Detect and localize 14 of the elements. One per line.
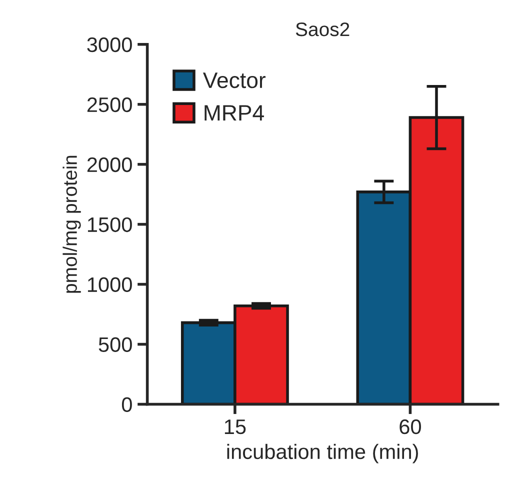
x-tick-label: 60 — [400, 419, 421, 434]
y-tick-label: 2000 — [87, 157, 132, 172]
y-tick-label: 1500 — [88, 217, 132, 232]
y-tick-label: 1000 — [88, 277, 132, 292]
y-tick-label: 500 — [98, 337, 132, 352]
x-tick-label: 15 — [224, 420, 246, 434]
legend-label: MRP4 — [204, 105, 264, 121]
x-axis-title: incubation time (min) — [227, 444, 418, 464]
y-tick-label: 2500 — [87, 97, 132, 112]
legend-label: Vector — [202, 72, 266, 88]
y-tick-label: 3000 — [87, 37, 132, 52]
chart-title: Saos2 — [296, 22, 350, 36]
y-axis-title: pmol/mg protein — [62, 156, 81, 293]
y-tick-label: 0 — [122, 397, 132, 412]
